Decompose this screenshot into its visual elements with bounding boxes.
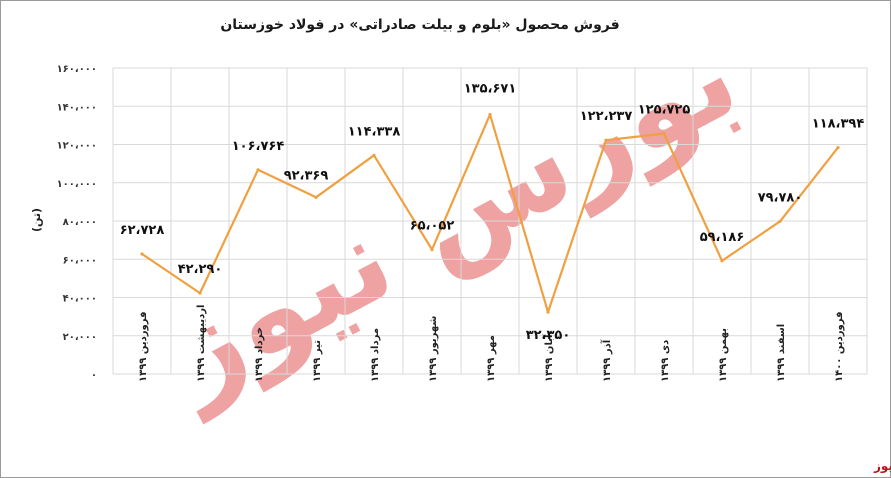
y-axis-label: (تن) (30, 208, 43, 232)
data-label: ۱۱۴،۳۳۸ (348, 124, 401, 139)
data-point (198, 291, 202, 295)
y-tick-label: ۱۲۰،۰۰۰ (57, 141, 97, 152)
x-tick-label: اسفند ۱۳۹۹ (776, 324, 787, 382)
data-label: ۴۲،۲۹۰ (178, 262, 223, 277)
source-label: بورس نیوز (873, 459, 891, 474)
data-point (488, 112, 492, 117)
data-point (314, 195, 318, 199)
x-tick-label: فروردین ۱۴۰۰ (834, 311, 845, 382)
data-label: ۳۲،۳۵۰ (526, 328, 571, 343)
data-label: ۶۵،۰۵۲ (410, 219, 455, 234)
data-point (662, 131, 666, 136)
x-tick-label: شهریور ۱۳۹۹ (428, 315, 439, 382)
x-tick-label: مهر ۱۳۹۹ (486, 335, 497, 382)
data-point (430, 247, 434, 252)
y-tick-label: ۱۰۰،۰۰۰ (57, 179, 97, 190)
x-tick-label: آبان ۱۳۹۹ (542, 334, 555, 382)
y-tick-label: ۸۰،۰۰۰ (63, 217, 97, 228)
data-label: ۵۹،۱۸۶ (700, 230, 745, 245)
data-labels: ۶۲،۷۲۸ ۴۲،۲۹۰ ۱۰۶،۷۶۴ ۹۲،۳۶۹ ۱۱۴،۳۳۸ ۶۵،۰۵۲ ۱۳… (120, 82, 865, 344)
x-tick-label: اردیبهشت ۱۳۹۹ (196, 305, 207, 382)
y-tick-label: ۰ (91, 370, 97, 381)
data-point (140, 252, 144, 256)
series-layer (140, 112, 840, 314)
data-label: ۶۲،۷۲۸ (120, 223, 165, 238)
data-label: ۱۲۲،۲۳۷ (580, 109, 633, 124)
data-point (372, 153, 376, 157)
x-tick-label: تیر ۱۳۹۹ (312, 340, 323, 382)
y-tick-label: ۶۰،۰۰۰ (63, 255, 97, 266)
x-tick-label: مرداد ۱۳۹۹ (370, 328, 381, 382)
x-axis-ticks: فروردین ۱۳۹۹ اردیبهشت ۱۳۹۹ خرداد ۱۳۹۹ تیر ۱… (138, 305, 845, 382)
x-tick-label: بهمن ۱۳۹۹ (718, 328, 729, 382)
data-label: ۹۲،۳۶۹ (284, 168, 329, 183)
x-tick-label: خرداد ۱۳۹۹ (254, 327, 265, 382)
y-axis-ticks: ۰ ۲۰،۰۰۰ ۴۰،۰۰۰ ۶۰،۰۰۰ ۸۰،۰۰۰ ۱۰۰،۰۰۰ ۱۲۰،۰۰۰ ۱… (57, 64, 97, 381)
x-tick-label: فروردین ۱۳۹۹ (138, 311, 149, 382)
data-label: ۱۳۵،۶۷۱ (464, 82, 517, 97)
gridlines (112, 67, 868, 375)
y-tick-label: ۲۰،۰۰۰ (63, 332, 97, 343)
data-label: ۱۰۶،۷۶۴ (232, 139, 285, 154)
data-point (604, 138, 608, 142)
data-point (256, 168, 260, 172)
data-label: ۱۲۵،۷۲۵ (638, 103, 691, 118)
x-tick-label: آذر ۱۳۹۹ (600, 339, 613, 382)
data-label: ۷۹،۷۸۰ (758, 190, 803, 205)
y-tick-label: ۱۴۰،۰۰۰ (57, 102, 97, 113)
data-label: ۱۱۸،۳۹۴ (812, 117, 865, 132)
y-tick-label: ۴۰،۰۰۰ (63, 294, 97, 305)
data-point (546, 310, 550, 314)
data-point (836, 145, 840, 150)
data-point (778, 219, 782, 224)
chart-title: فروش محصول «بلوم و بیلت صادراتی» در فولا… (220, 17, 619, 33)
y-tick-label: ۱۶۰،۰۰۰ (57, 64, 97, 75)
x-tick-label: دی ۱۳۹۹ (660, 340, 671, 382)
data-point (720, 259, 724, 263)
